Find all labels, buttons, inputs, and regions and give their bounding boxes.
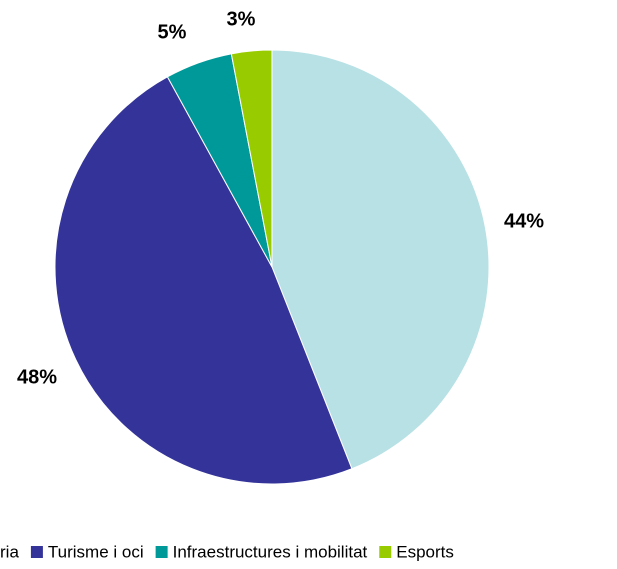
legend-swatch [30, 546, 43, 558]
legend-swatch [155, 546, 168, 558]
legend-label: ria [0, 542, 19, 561]
legend-label: Esports [396, 542, 454, 561]
legend-label: Turisme i oci [48, 542, 144, 561]
data-label: 3% [227, 8, 256, 30]
pie-slice [230, 49, 273, 268]
pie-slice [54, 76, 353, 485]
legend-label: Infraestructures i mobilitat [173, 542, 368, 561]
data-label: 5% [158, 21, 187, 43]
data-label: 44% [504, 210, 544, 232]
data-label: 48% [17, 366, 57, 388]
pie-slice [271, 49, 490, 470]
legend-swatch [379, 546, 392, 558]
